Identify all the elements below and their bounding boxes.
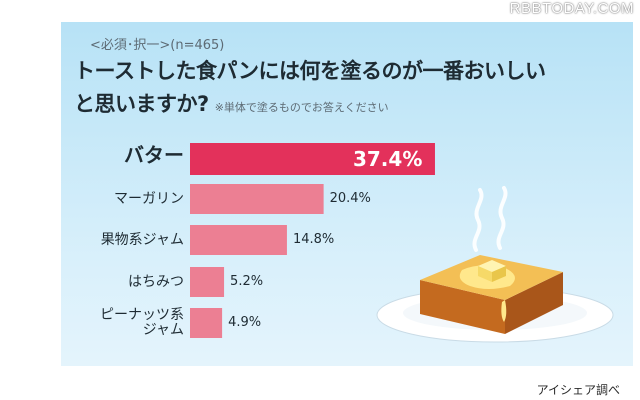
butter-drip-shape: [501, 300, 507, 322]
toast-illustration: [376, 186, 614, 343]
source-credit: アイシェア調べ: [536, 383, 620, 397]
bar-3: [190, 225, 287, 255]
bars-layer: [190, 143, 435, 338]
steam-shape-2: [496, 186, 508, 250]
survey-question-line2-text: と思いますか?: [74, 92, 209, 116]
category-label-4: はちみつ: [128, 273, 184, 290]
category-label-line: マーガリン: [114, 190, 184, 207]
category-label-5: ピーナッツ系 ジャム: [100, 308, 184, 338]
category-label-3: 果物系ジャム: [100, 231, 184, 248]
value-label-4: 5.2%: [230, 274, 264, 289]
survey-question-line2: と思いますか? ※単体で塗るものでお答えください: [74, 88, 389, 118]
value-label-5: 4.9%: [228, 315, 262, 330]
value-label-1: 37.4%: [352, 147, 423, 171]
category-label-2: マーガリン: [114, 190, 184, 207]
survey-question-note: ※単体で塗るものでお答えください: [214, 101, 389, 114]
value-label-3: 14.8%: [292, 232, 335, 247]
butter-cube-left: [478, 266, 492, 282]
category-label-line: バター: [124, 143, 184, 167]
category-label-1: バター: [124, 143, 184, 167]
survey-note: <必須･択一>(n=465): [90, 38, 225, 53]
category-label-line: 果物系ジャム: [100, 231, 184, 248]
toast-front-shape: [420, 280, 505, 334]
bar-4: [190, 267, 225, 297]
bar-5: [190, 308, 223, 338]
category-label-line: ピーナッツ系: [100, 307, 184, 323]
butter-cube-right: [492, 266, 506, 282]
watermark: RBBTODAY.COM: [509, 0, 634, 17]
category-label-line: ジャム: [142, 322, 184, 338]
value-label-2: 20.4%: [329, 191, 371, 206]
toast-side-shape: [505, 272, 563, 334]
survey-question-line1: トーストした食パンには何を塗るのが一番おいしい: [74, 59, 546, 83]
category-label-line: はちみつ: [128, 273, 184, 290]
bar-2: [190, 184, 324, 214]
steam-shape-1: [472, 188, 484, 252]
bar-1: [190, 143, 435, 175]
